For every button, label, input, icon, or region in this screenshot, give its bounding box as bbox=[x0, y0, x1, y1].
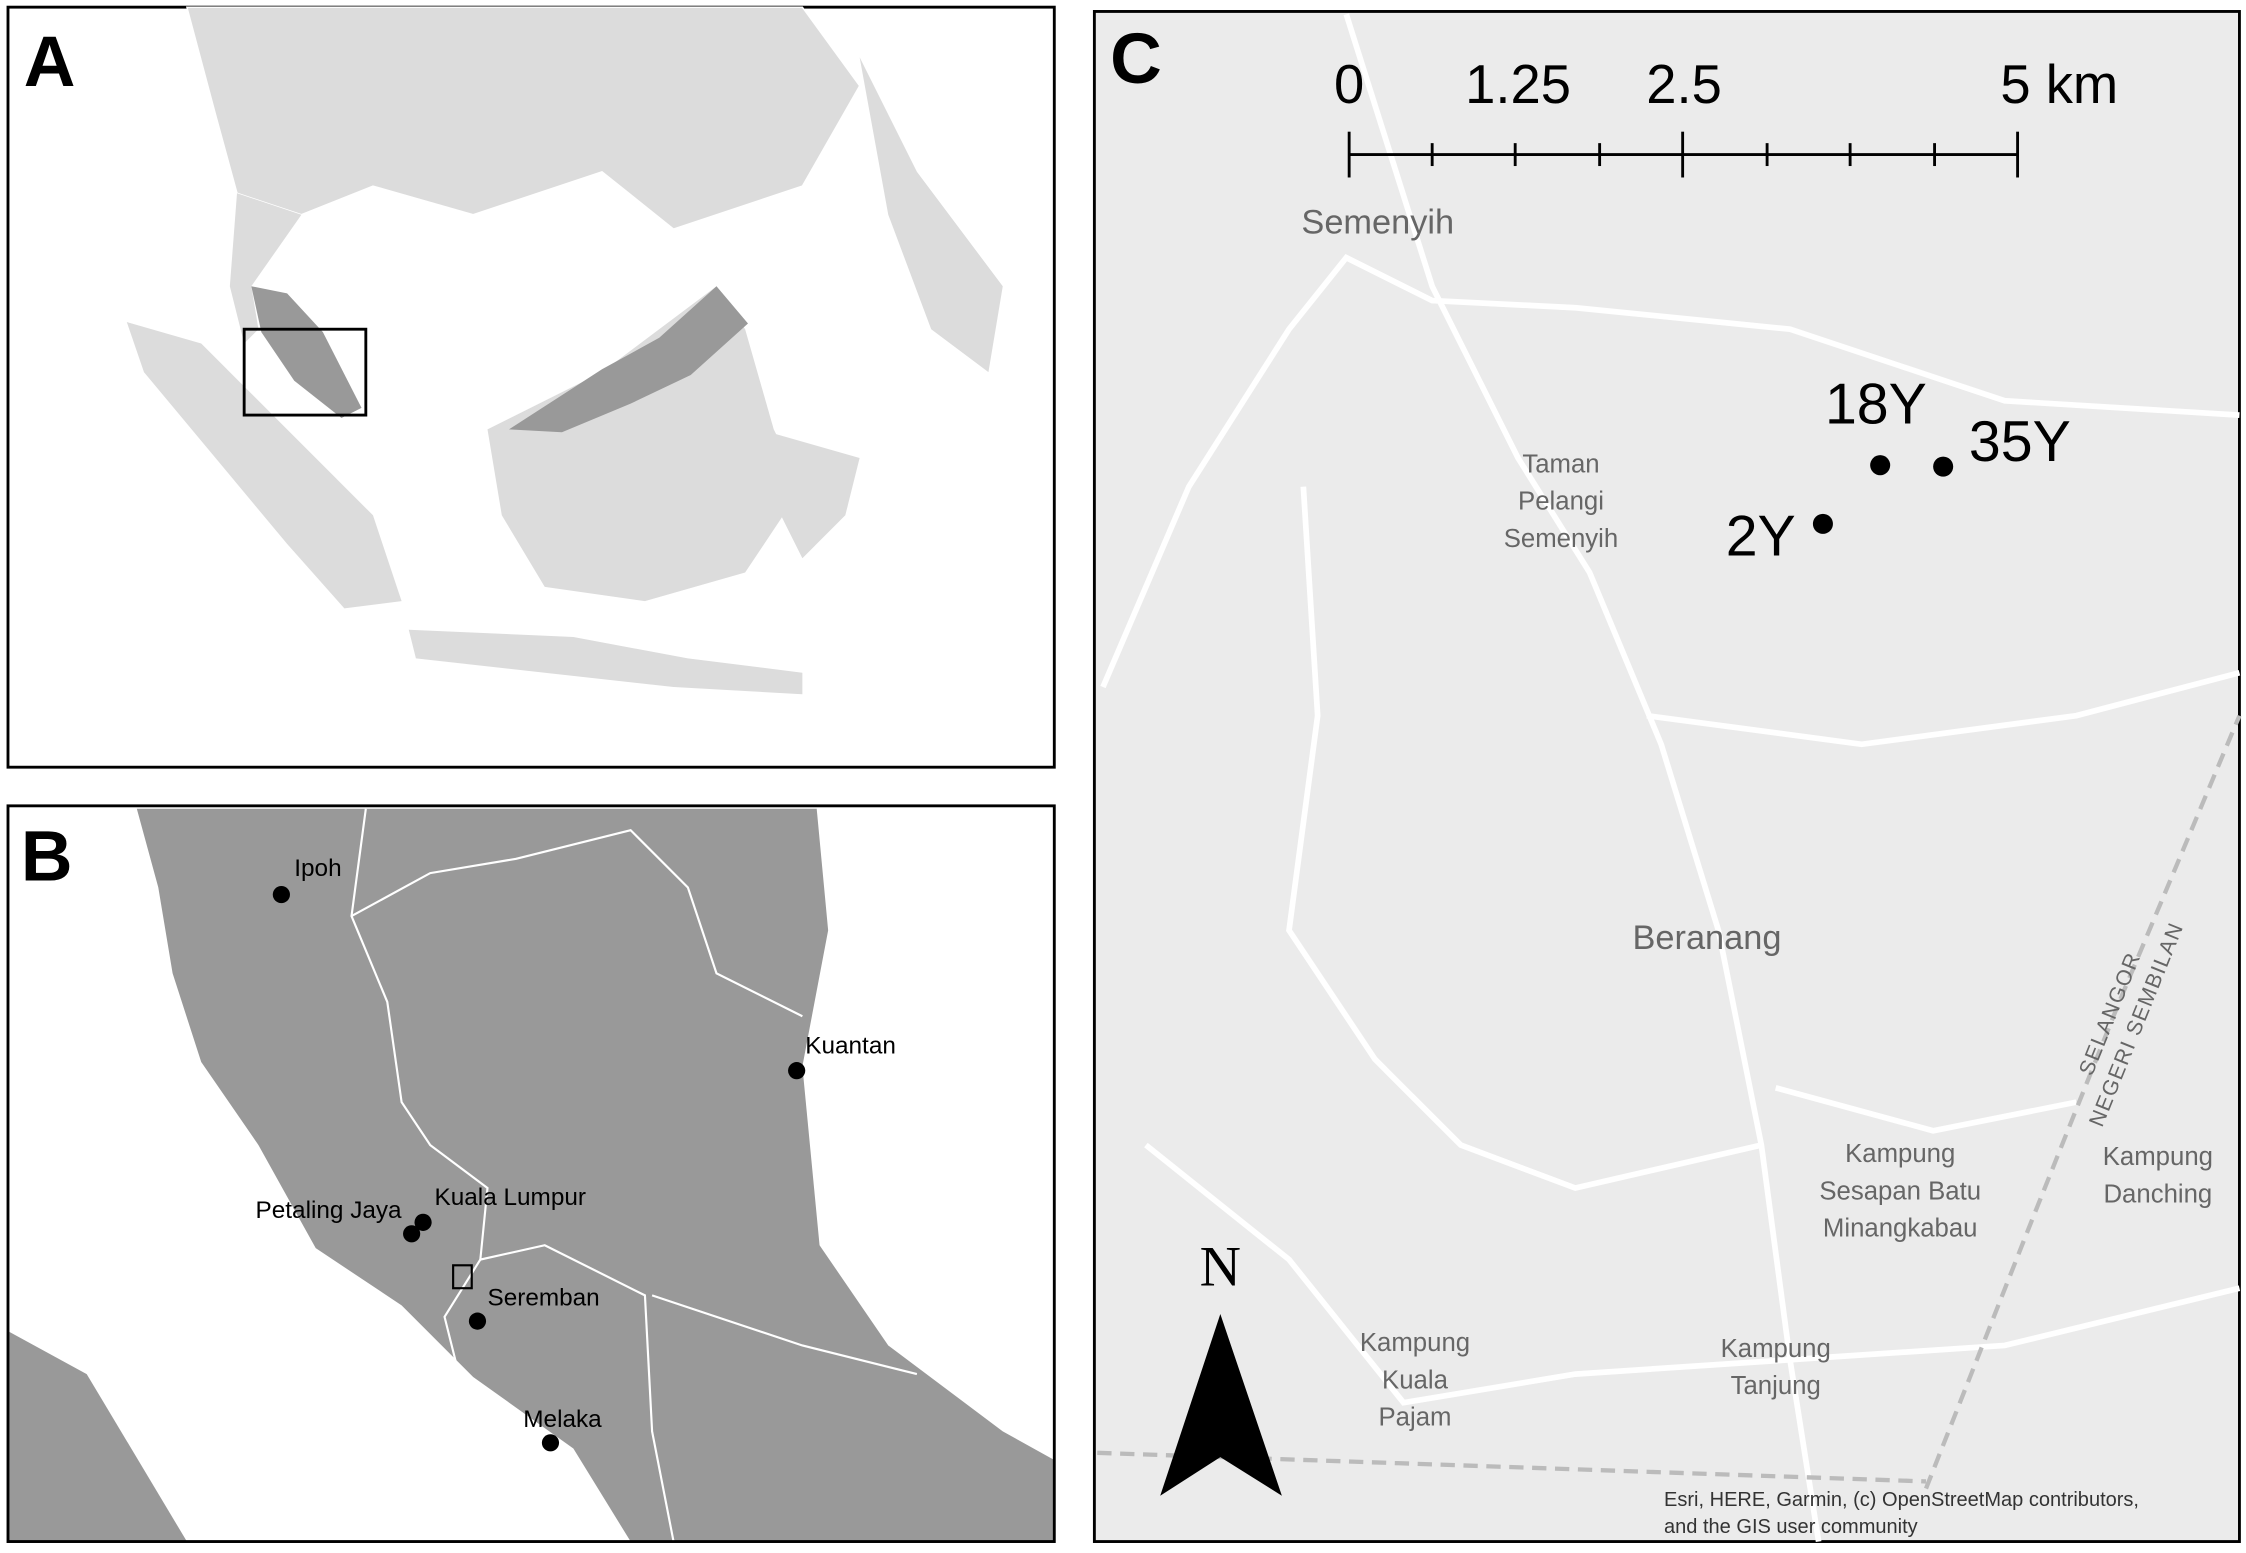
place-label: Sesapan Batu bbox=[1819, 1177, 1981, 1205]
scale-label: 5 km bbox=[2000, 54, 2118, 115]
panel-a: A bbox=[6, 5, 1056, 769]
place-label: Pajam bbox=[1378, 1404, 1451, 1432]
place-label: Tanjung bbox=[1731, 1372, 1821, 1400]
city-label: Kuala Lumpur bbox=[435, 1184, 586, 1211]
place-label: Semenyih bbox=[1301, 203, 1454, 241]
site-dot bbox=[1933, 456, 1954, 477]
site-label: 35Y bbox=[1969, 410, 2071, 474]
city-dot bbox=[272, 885, 290, 904]
city-label: Seremban bbox=[487, 1284, 599, 1311]
place-label: Pelangi bbox=[1518, 488, 1604, 516]
place-label: Kampung bbox=[2103, 1143, 2213, 1171]
city-dot bbox=[788, 1062, 806, 1080]
city-label: Petaling Jaya bbox=[256, 1197, 403, 1224]
attribution: and the GIS user community bbox=[1664, 1516, 1918, 1538]
place-label: Kuala bbox=[1382, 1366, 1449, 1394]
panel-b: Ipoh Kuantan Kuala Lumpur Petaling Jaya Sere… bbox=[6, 804, 1056, 1543]
place-label: Danching bbox=[2103, 1180, 2212, 1208]
attribution: Esri, HERE, Garmin, (c) OpenStreetMap co… bbox=[1664, 1489, 2139, 1511]
north-label: N bbox=[1200, 1235, 1241, 1298]
place-label: Semenyih bbox=[1504, 525, 1619, 553]
panel-label: A bbox=[24, 22, 76, 102]
place-label: Kampung bbox=[1360, 1329, 1470, 1357]
site-dot bbox=[1812, 513, 1833, 534]
place-label: Beranang bbox=[1633, 919, 1782, 957]
scale-label: 1.25 bbox=[1465, 54, 1571, 115]
panel-c: 0 1.25 2.5 5 km 18Y 35Y 2Y Semenyih Taman Pelangi… bbox=[1092, 10, 2242, 1543]
site-dot bbox=[1870, 455, 1891, 476]
scale-label: 0 bbox=[1334, 54, 1364, 115]
city-label: Melaka bbox=[523, 1406, 602, 1433]
place-label: Kampung bbox=[1845, 1140, 1955, 1168]
panel-label: C bbox=[1110, 19, 1162, 99]
city-label: Kuantan bbox=[805, 1032, 896, 1059]
city-dot bbox=[403, 1225, 421, 1243]
scale-label: 2.5 bbox=[1646, 54, 1722, 115]
city-dot bbox=[414, 1213, 432, 1231]
place-label: Minangkabau bbox=[1823, 1215, 1978, 1243]
panel-label: B bbox=[21, 816, 73, 896]
place-label: Kampung bbox=[1721, 1335, 1831, 1363]
place-label: Taman bbox=[1522, 450, 1599, 478]
city-dot bbox=[468, 1312, 487, 1330]
site-label: 18Y bbox=[1825, 373, 1927, 437]
city-dot bbox=[541, 1434, 560, 1452]
site-label: 2Y bbox=[1726, 504, 1796, 568]
city-label: Ipoh bbox=[294, 855, 341, 882]
